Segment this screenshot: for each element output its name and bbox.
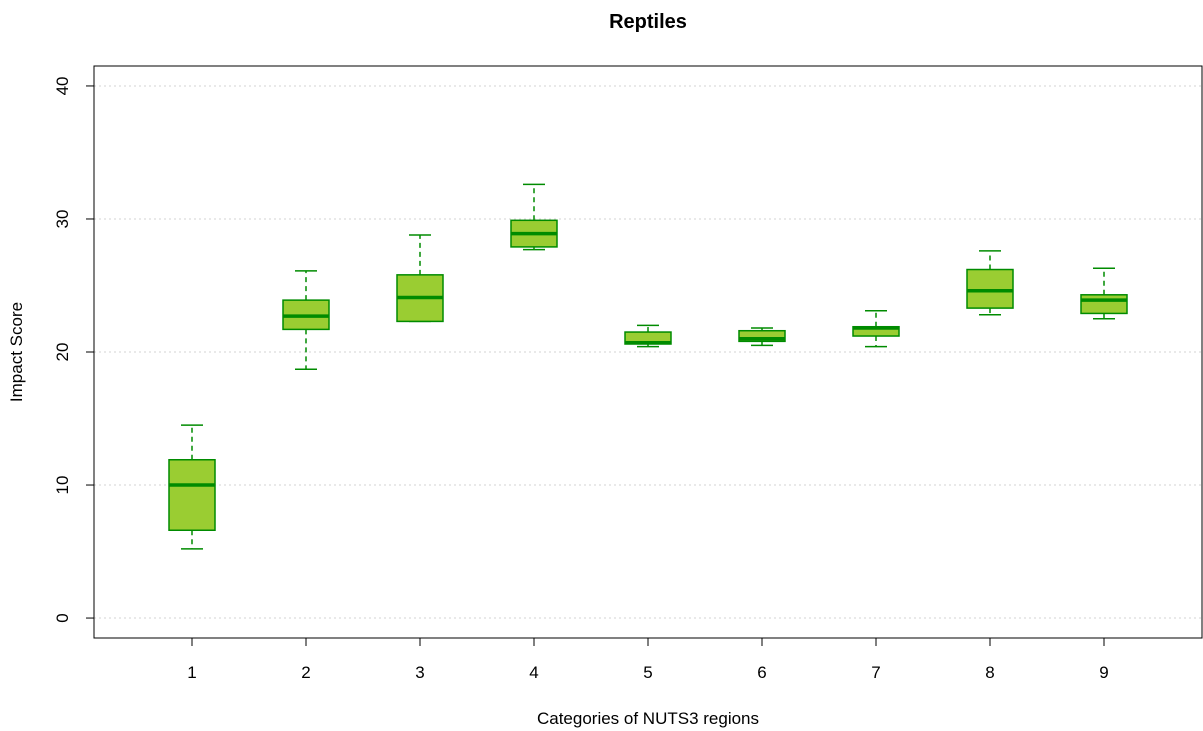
box-rect-9 bbox=[1080, 294, 1128, 315]
box-4 bbox=[510, 183, 558, 251]
box-6 bbox=[738, 327, 786, 347]
y-axis-label: Impact Score bbox=[7, 302, 26, 402]
box-3 bbox=[396, 234, 444, 323]
box-layer bbox=[168, 183, 1128, 550]
box-rect-8 bbox=[966, 268, 1014, 309]
x-tick-label-5: 5 bbox=[643, 663, 652, 682]
box-9 bbox=[1080, 267, 1128, 320]
y-tick-label-0: 0 bbox=[53, 613, 72, 622]
box-rect-1 bbox=[168, 458, 216, 532]
x-tick-label-1: 1 bbox=[187, 663, 196, 682]
x-tick-label-6: 6 bbox=[757, 663, 766, 682]
box-7 bbox=[852, 310, 900, 348]
x-tick-label-2: 2 bbox=[301, 663, 310, 682]
box-1 bbox=[168, 424, 216, 550]
x-tick-label-3: 3 bbox=[415, 663, 424, 682]
box-8 bbox=[966, 250, 1014, 316]
box-5 bbox=[624, 324, 672, 348]
plot-frame bbox=[93, 65, 1203, 639]
y-tick-label-10: 10 bbox=[53, 476, 72, 495]
box-rect-6 bbox=[738, 329, 786, 343]
x-tick-label-9: 9 bbox=[1099, 663, 1108, 682]
y-tick-label-20: 20 bbox=[53, 343, 72, 362]
x-tick-label-8: 8 bbox=[985, 663, 994, 682]
x-axis-label: Categories of NUTS3 regions bbox=[537, 709, 759, 728]
box-2 bbox=[282, 270, 330, 371]
chart-title: Reptiles bbox=[609, 11, 687, 33]
y-tick-label-30: 30 bbox=[53, 210, 72, 229]
y-tick-label-40: 40 bbox=[53, 76, 72, 95]
axes: 0 10 20 30 40 1 2 3 4 5 6 7 8 9 bbox=[53, 76, 1109, 682]
x-tick-label-7: 7 bbox=[871, 663, 880, 682]
x-tick-label-4: 4 bbox=[529, 663, 538, 682]
grid-lines bbox=[94, 85, 1202, 619]
